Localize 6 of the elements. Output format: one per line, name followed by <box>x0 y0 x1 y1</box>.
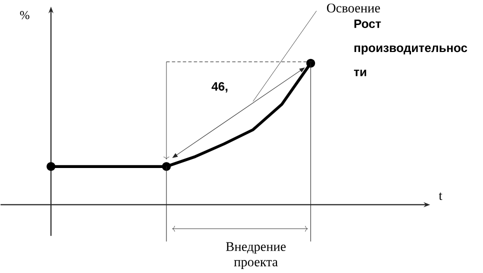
text: Освоение <box>326 4 380 13</box>
annotation: 46, <box>212 82 228 93</box>
text: t <box>438 192 442 200</box>
y-axis-title: % <box>20 11 30 20</box>
text: Рост производительнос ти <box>354 20 468 76</box>
text: Внедрение проекта <box>226 242 286 270</box>
